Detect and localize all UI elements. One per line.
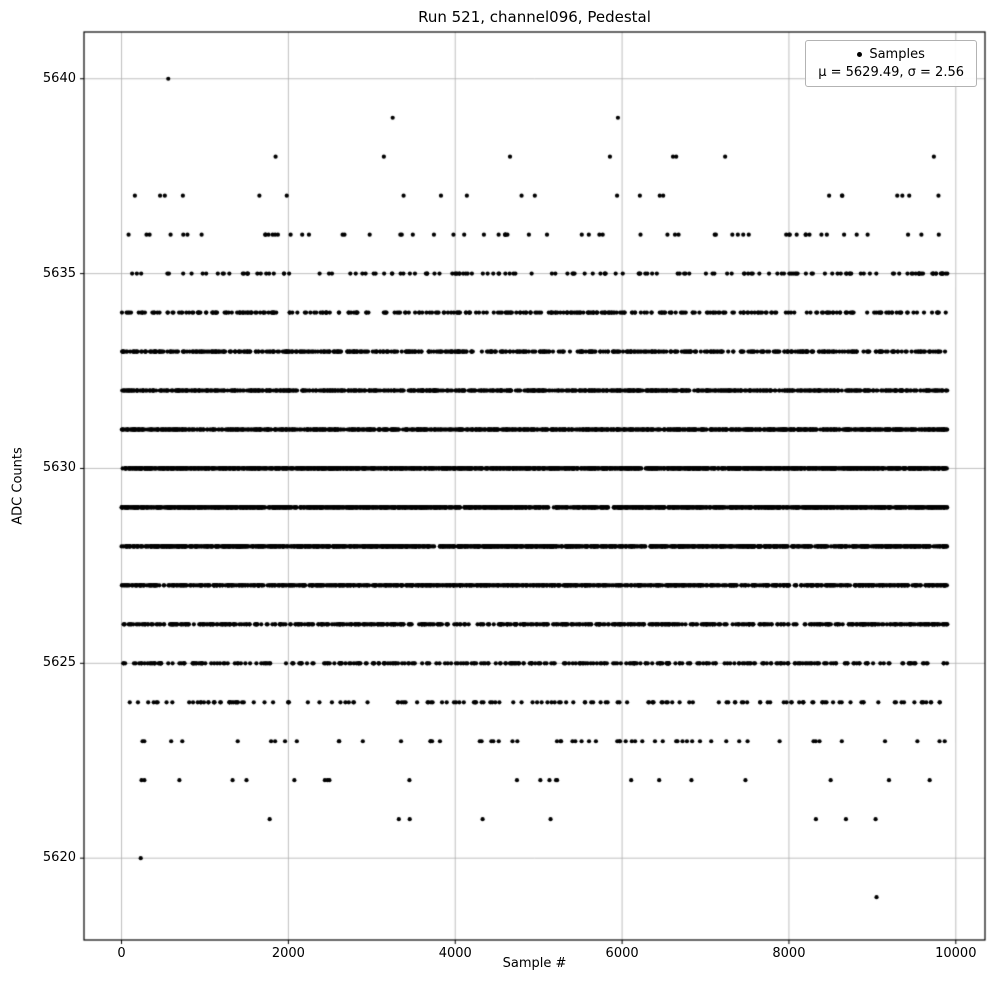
legend: Samples μ = 5629.49, σ = 2.56 (805, 40, 977, 87)
y-tick-label: 5640 (42, 70, 76, 86)
x-tick-label: 10000 (935, 946, 977, 961)
legend-series-label: Samples (869, 47, 925, 62)
y-tick-label: 5630 (42, 460, 76, 476)
y-axis-label: ADC Counts (10, 447, 26, 525)
x-tick-label: 8000 (772, 946, 806, 961)
sample-marker-icon (857, 52, 863, 57)
legend-entry-samples: Samples (818, 47, 964, 62)
x-tick-label: 4000 (438, 946, 472, 961)
chart-title: Run 521, channel096, Pedestal (418, 8, 651, 26)
x-tick-label: 6000 (605, 946, 639, 961)
y-tick-label: 5625 (42, 655, 76, 671)
x-tick-label: 2000 (271, 946, 305, 961)
x-axis-label: Sample # (502, 956, 567, 971)
legend-stats-label: μ = 5629.49, σ = 2.56 (818, 65, 964, 80)
y-tick-label: 5635 (42, 265, 76, 281)
x-tick-label: 0 (117, 946, 126, 961)
y-tick-label: 5620 (42, 850, 76, 866)
